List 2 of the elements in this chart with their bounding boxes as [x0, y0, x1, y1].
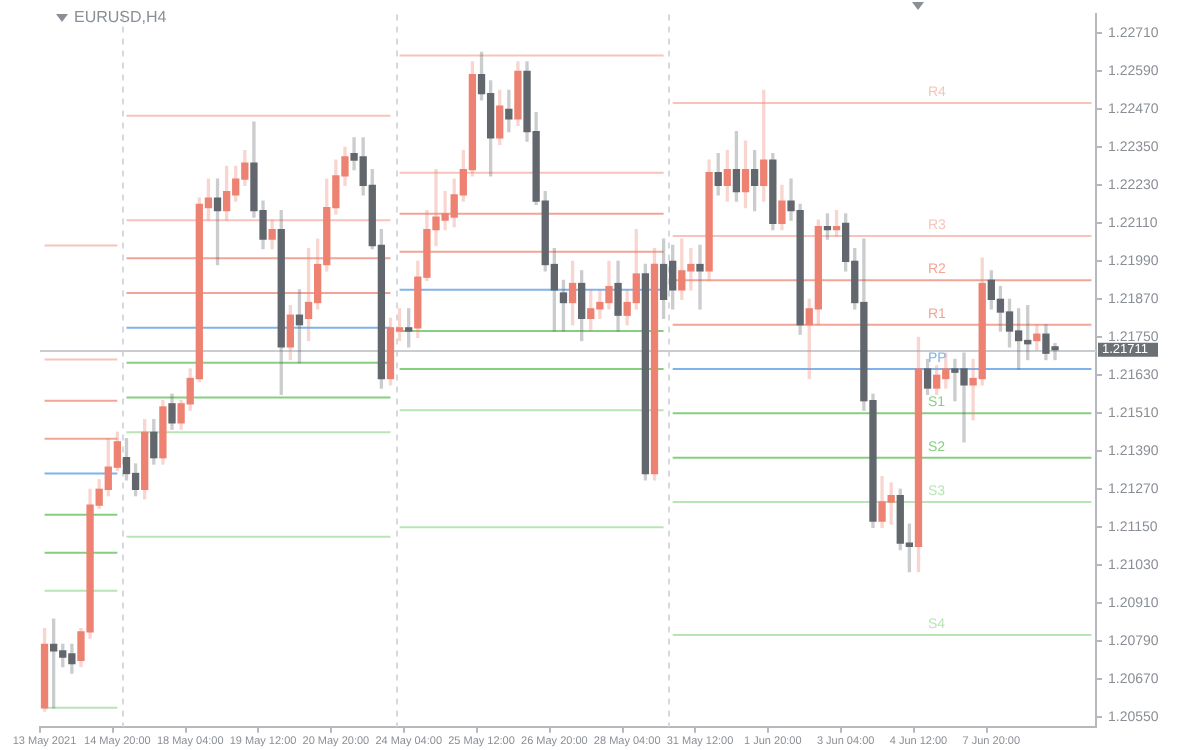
chart-title: EURUSD,H4: [74, 8, 167, 26]
candlestick: [696, 244, 704, 310]
